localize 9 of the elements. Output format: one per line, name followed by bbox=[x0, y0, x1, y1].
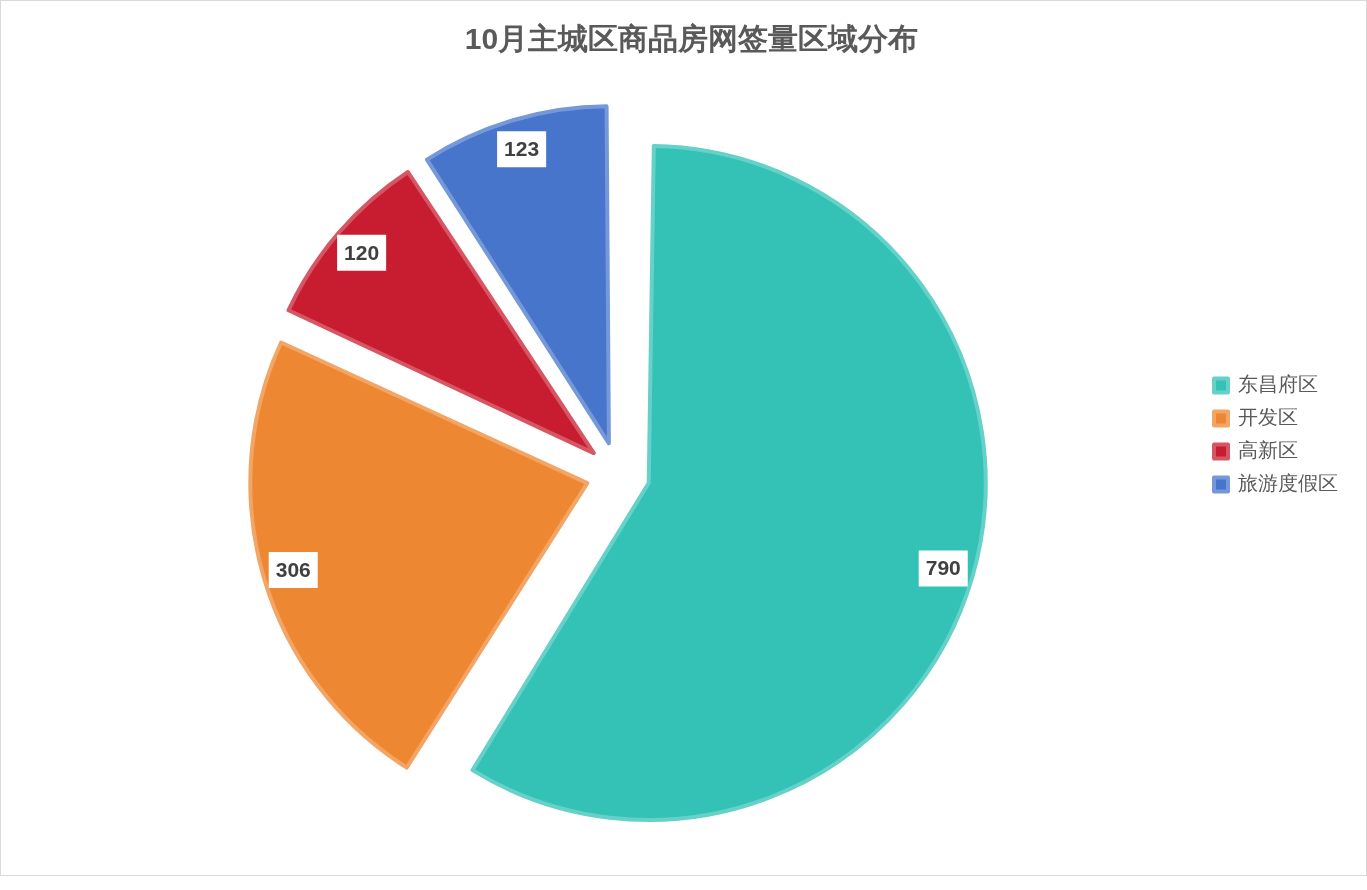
data-label: 120 bbox=[344, 240, 380, 264]
data-label: 306 bbox=[275, 557, 311, 581]
chart-title: 10月主城区商品房网签量区域分布 bbox=[464, 22, 919, 56]
legend-label: 旅游度假区 bbox=[1238, 471, 1338, 494]
legend-label: 高新区 bbox=[1238, 438, 1298, 461]
legend-label: 开发区 bbox=[1238, 405, 1298, 428]
data-label: 790 bbox=[925, 556, 961, 580]
legend-label: 东昌府区 bbox=[1238, 372, 1318, 395]
data-label: 123 bbox=[504, 137, 540, 161]
